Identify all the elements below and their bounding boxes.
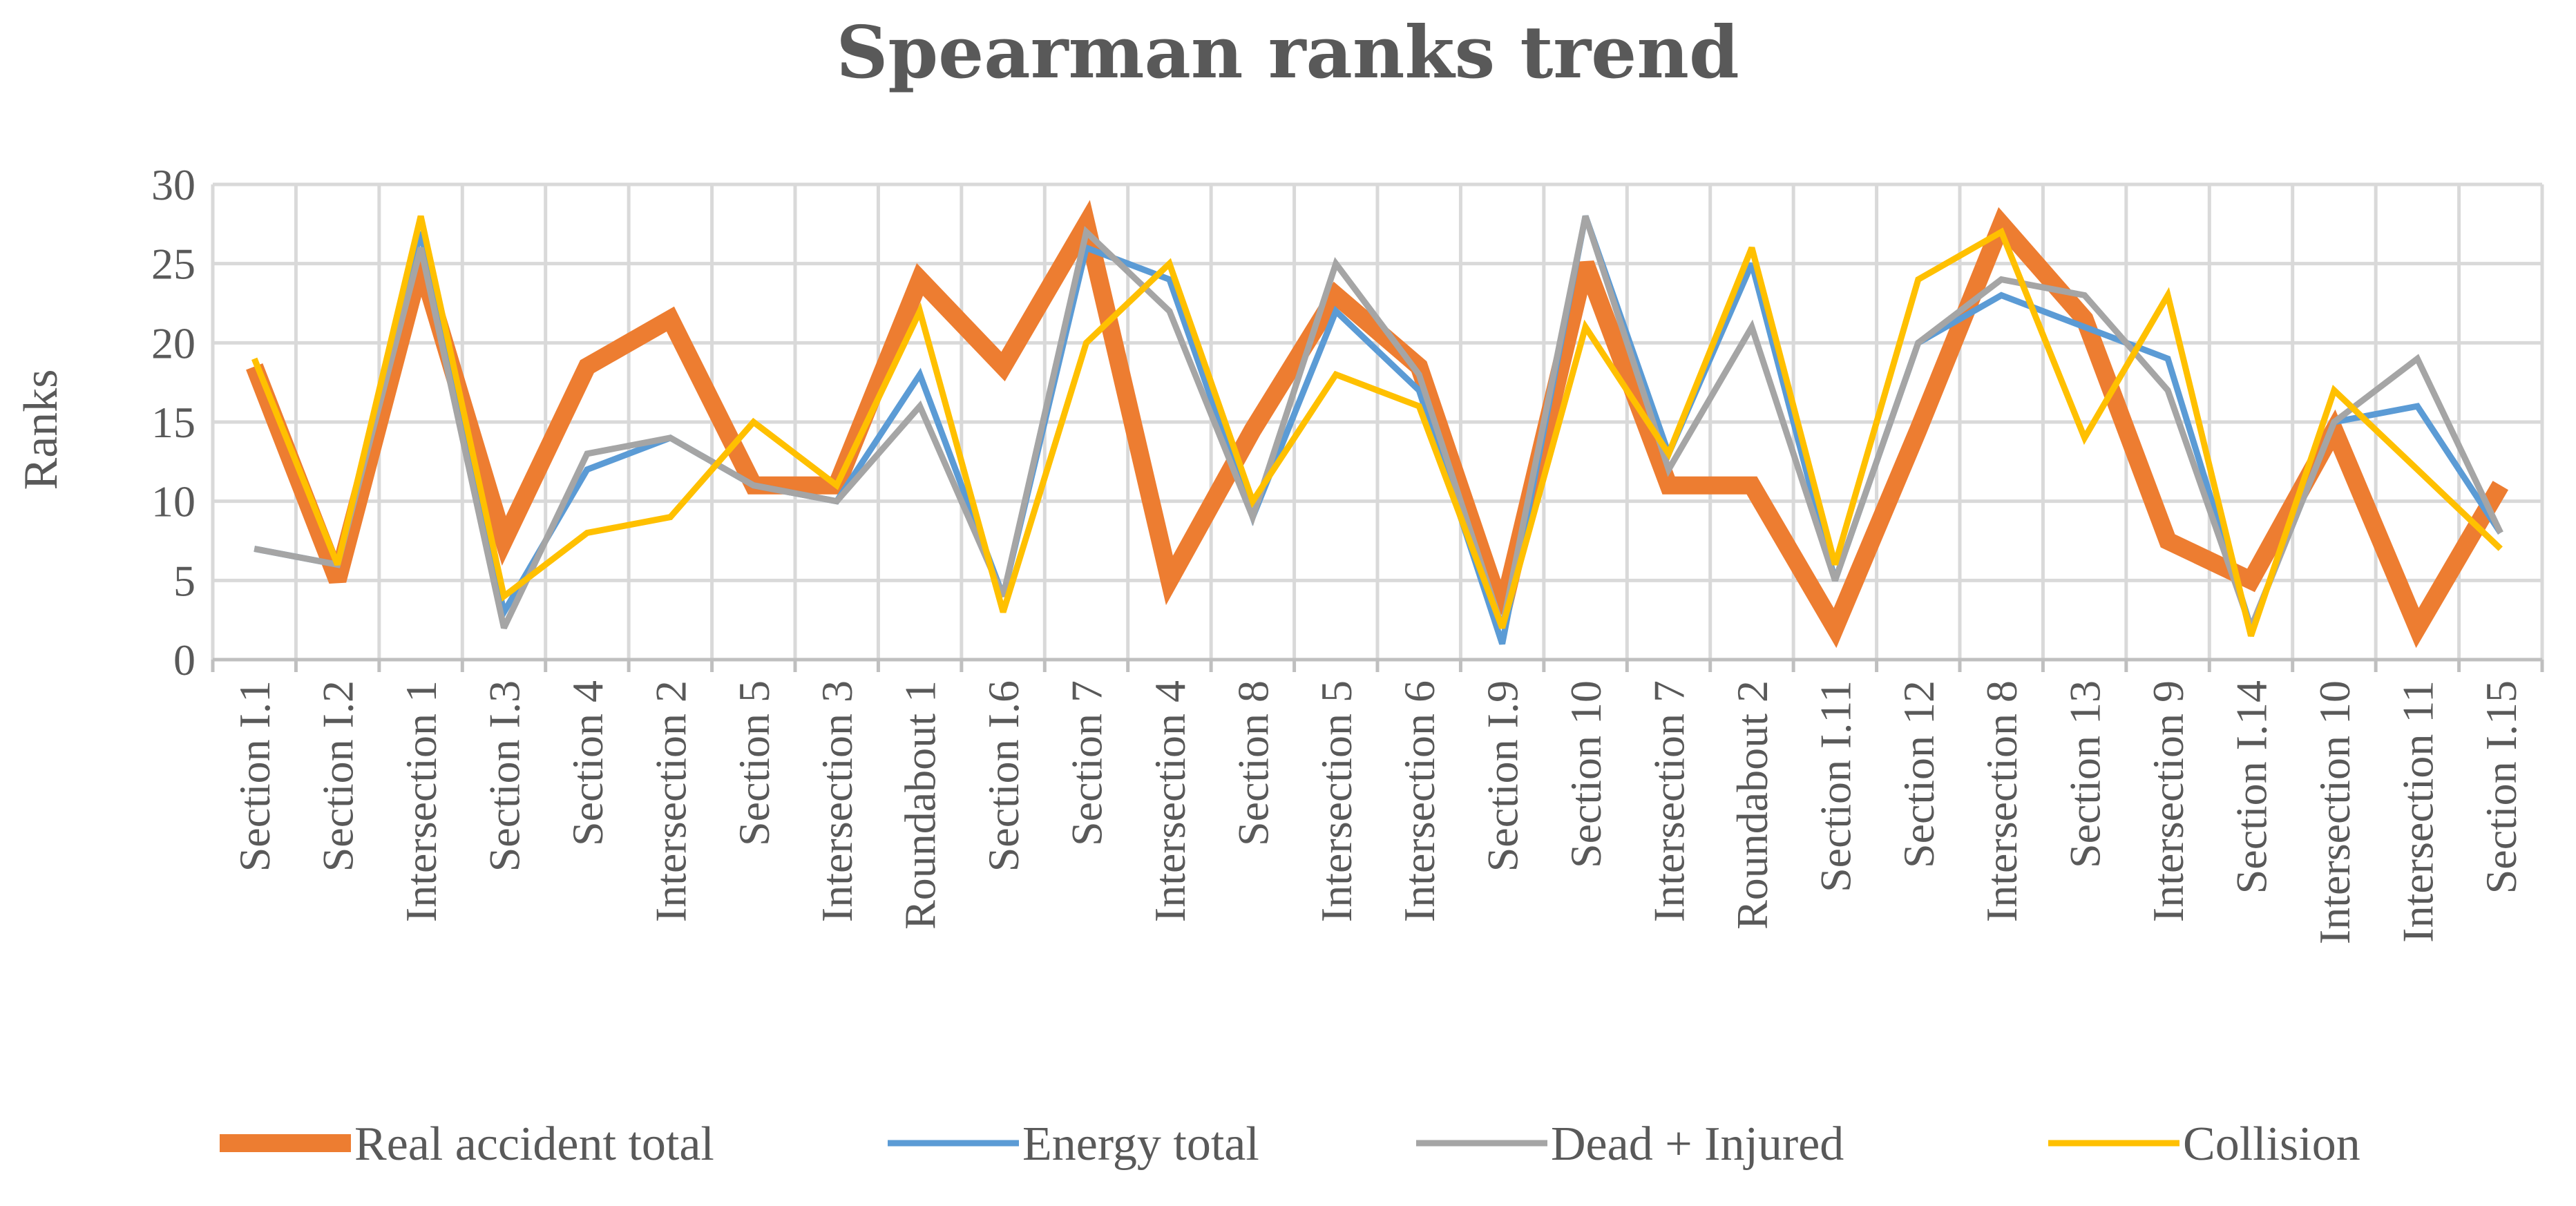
x-tick-label: Intersection 1: [397, 680, 446, 922]
x-tick-label: Section I.9: [1478, 680, 1527, 872]
x-tick-label: Intersection 2: [646, 680, 695, 922]
y-tick-label: 25: [151, 240, 195, 289]
x-tick-label: Section I.6: [979, 680, 1028, 872]
x-tick-label: Section I.1: [230, 680, 279, 872]
x-tick-label: Section 7: [1062, 680, 1112, 846]
x-tick-label: Section 13: [2061, 680, 2110, 868]
series-line-dead-injured: [254, 215, 2503, 637]
series-lines: [246, 200, 2509, 649]
x-tick-label: Intersection 7: [1645, 680, 1694, 922]
x-tick-label: Intersection 4: [1145, 680, 1194, 922]
x-tick-label: Intersection 3: [812, 680, 861, 922]
x-tick-label: Section 5: [729, 680, 779, 846]
y-axis-label: Ranks: [15, 370, 68, 490]
x-tick-label: Intersection 11: [2393, 680, 2442, 943]
series-line-real-accident-total: [246, 200, 2509, 649]
y-tick-label: 5: [173, 556, 195, 605]
x-tick-label: Section I.3: [480, 680, 529, 872]
x-tick-label: Section 12: [1894, 680, 1943, 868]
x-tick-label: Section 4: [563, 680, 612, 846]
x-tick-label: Section I.15: [2477, 680, 2526, 894]
x-tick-label: Intersection 10: [2310, 680, 2359, 944]
y-tick-label: 30: [151, 160, 195, 209]
y-tick-label: 15: [151, 398, 195, 447]
legend-label-dead-injured: Dead + Injured: [1551, 1118, 1844, 1171]
x-tick-label: Section 8: [1228, 680, 1277, 846]
x-tick-label: Roundabout 2: [1728, 680, 1777, 930]
series-line-collision: [251, 215, 2503, 638]
x-tick-label: Intersection 6: [1395, 680, 1444, 922]
y-axis: 0 5 10 15 20 25 30: [151, 160, 195, 685]
x-tick-label: Roundabout 1: [896, 680, 945, 930]
x-tick-label: Section I.14: [2227, 680, 2276, 894]
y-tick-label: 20: [151, 318, 195, 367]
y-tick-label: 10: [151, 477, 195, 526]
legend-label-real-accident-total: Real accident total: [354, 1118, 714, 1171]
x-tick-label: Intersection 5: [1312, 680, 1361, 922]
x-tick-label: Section 10: [1561, 680, 1610, 868]
x-tick-label: Section I.2: [314, 680, 363, 872]
y-tick-label: 0: [173, 635, 195, 685]
legend-label-energy-total: Energy total: [1022, 1118, 1259, 1171]
legend: Real accident total Energy total Dead + In…: [220, 1118, 2360, 1171]
x-axis: Section I.1 Section I.2 Intersection 1 Sect…: [211, 658, 2544, 944]
x-tick-label: Section I.11: [1811, 680, 1860, 892]
x-tick-label: Intersection 9: [2144, 680, 2193, 922]
x-tick-label: Intersection 8: [1977, 680, 2026, 922]
legend-label-collision: Collision: [2183, 1118, 2360, 1171]
chart-title: Spearman ranks trend: [836, 10, 1739, 95]
